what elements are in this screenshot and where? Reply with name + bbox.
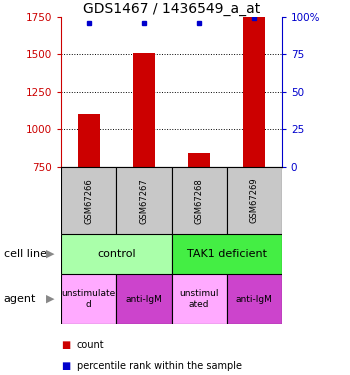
Text: TAK1 deficient: TAK1 deficient [187, 249, 267, 259]
Bar [227, 167, 282, 234]
Text: anti-IgM: anti-IgM [126, 295, 162, 304]
Text: GSM67267: GSM67267 [139, 178, 148, 224]
Text: anti-IgM: anti-IgM [236, 295, 273, 304]
Bar [61, 167, 116, 234]
Bar [61, 274, 116, 324]
Text: ■: ■ [61, 361, 70, 370]
Text: cell line: cell line [4, 249, 47, 259]
Bar [133, 53, 155, 167]
Text: unstimulate
d: unstimulate d [62, 290, 116, 309]
Bar [61, 234, 172, 274]
Bar [78, 114, 100, 167]
Bar [227, 274, 282, 324]
Text: ▶: ▶ [46, 294, 54, 304]
Text: ■: ■ [61, 340, 70, 350]
Bar [116, 167, 172, 234]
Text: agent: agent [4, 294, 36, 304]
Bar [172, 274, 227, 324]
Text: control: control [97, 249, 136, 259]
Text: GSM67266: GSM67266 [84, 178, 93, 224]
Text: count: count [77, 340, 105, 350]
Text: GSM67268: GSM67268 [195, 178, 204, 224]
Bar [188, 153, 210, 167]
Text: percentile rank within the sample: percentile rank within the sample [77, 361, 242, 370]
Text: ▶: ▶ [46, 249, 54, 259]
Bar [116, 274, 172, 324]
Text: GSM67269: GSM67269 [250, 178, 259, 224]
Bar [172, 234, 282, 274]
Bar [243, 17, 265, 167]
Title: GDS1467 / 1436549_a_at: GDS1467 / 1436549_a_at [83, 2, 260, 16]
Bar [172, 167, 227, 234]
Text: unstimul
ated: unstimul ated [179, 290, 219, 309]
